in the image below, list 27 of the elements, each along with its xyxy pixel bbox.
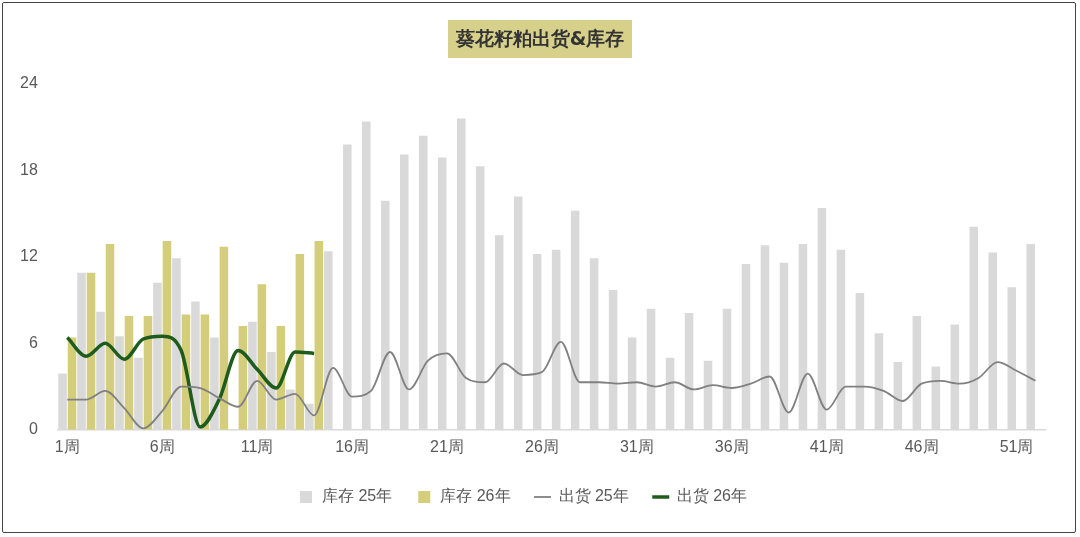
line-series — [66, 341, 1037, 430]
legend-label: 出货 25年 — [558, 487, 629, 505]
x-tick-label: 46周 — [904, 437, 939, 455]
y-tick-label: 12 — [20, 247, 38, 265]
x-tick-label: 41周 — [809, 437, 844, 455]
chart-title: 葵花籽粕出货&库存 — [447, 20, 633, 58]
legend-label: 库存 25年 — [322, 487, 393, 505]
bar — [105, 243, 115, 430]
y-tick-label: 0 — [28, 420, 38, 438]
x-tick-label: 16周 — [335, 437, 369, 455]
y-tick-label: 24 — [20, 74, 38, 92]
x-tick-label: 51周 — [999, 437, 1034, 455]
legend-label: 库存 26年 — [440, 487, 511, 505]
legend-label: 出货 26年 — [676, 487, 747, 505]
y-tick-label: 6 — [28, 333, 38, 351]
x-tick-label: 31周 — [619, 437, 654, 455]
line-series — [65, 334, 316, 429]
bar — [295, 254, 305, 430]
x-tick-label: 36周 — [714, 437, 749, 455]
x-tick-label: 11周 — [240, 437, 274, 455]
bar — [314, 241, 324, 430]
x-tick-label: 6周 — [149, 437, 175, 455]
x-tick-label: 1周 — [54, 437, 80, 455]
y-tick-label: 18 — [20, 160, 38, 178]
bar — [162, 241, 172, 430]
x-tick-label: 26周 — [525, 437, 559, 455]
x-tick-label: 21周 — [430, 437, 464, 455]
